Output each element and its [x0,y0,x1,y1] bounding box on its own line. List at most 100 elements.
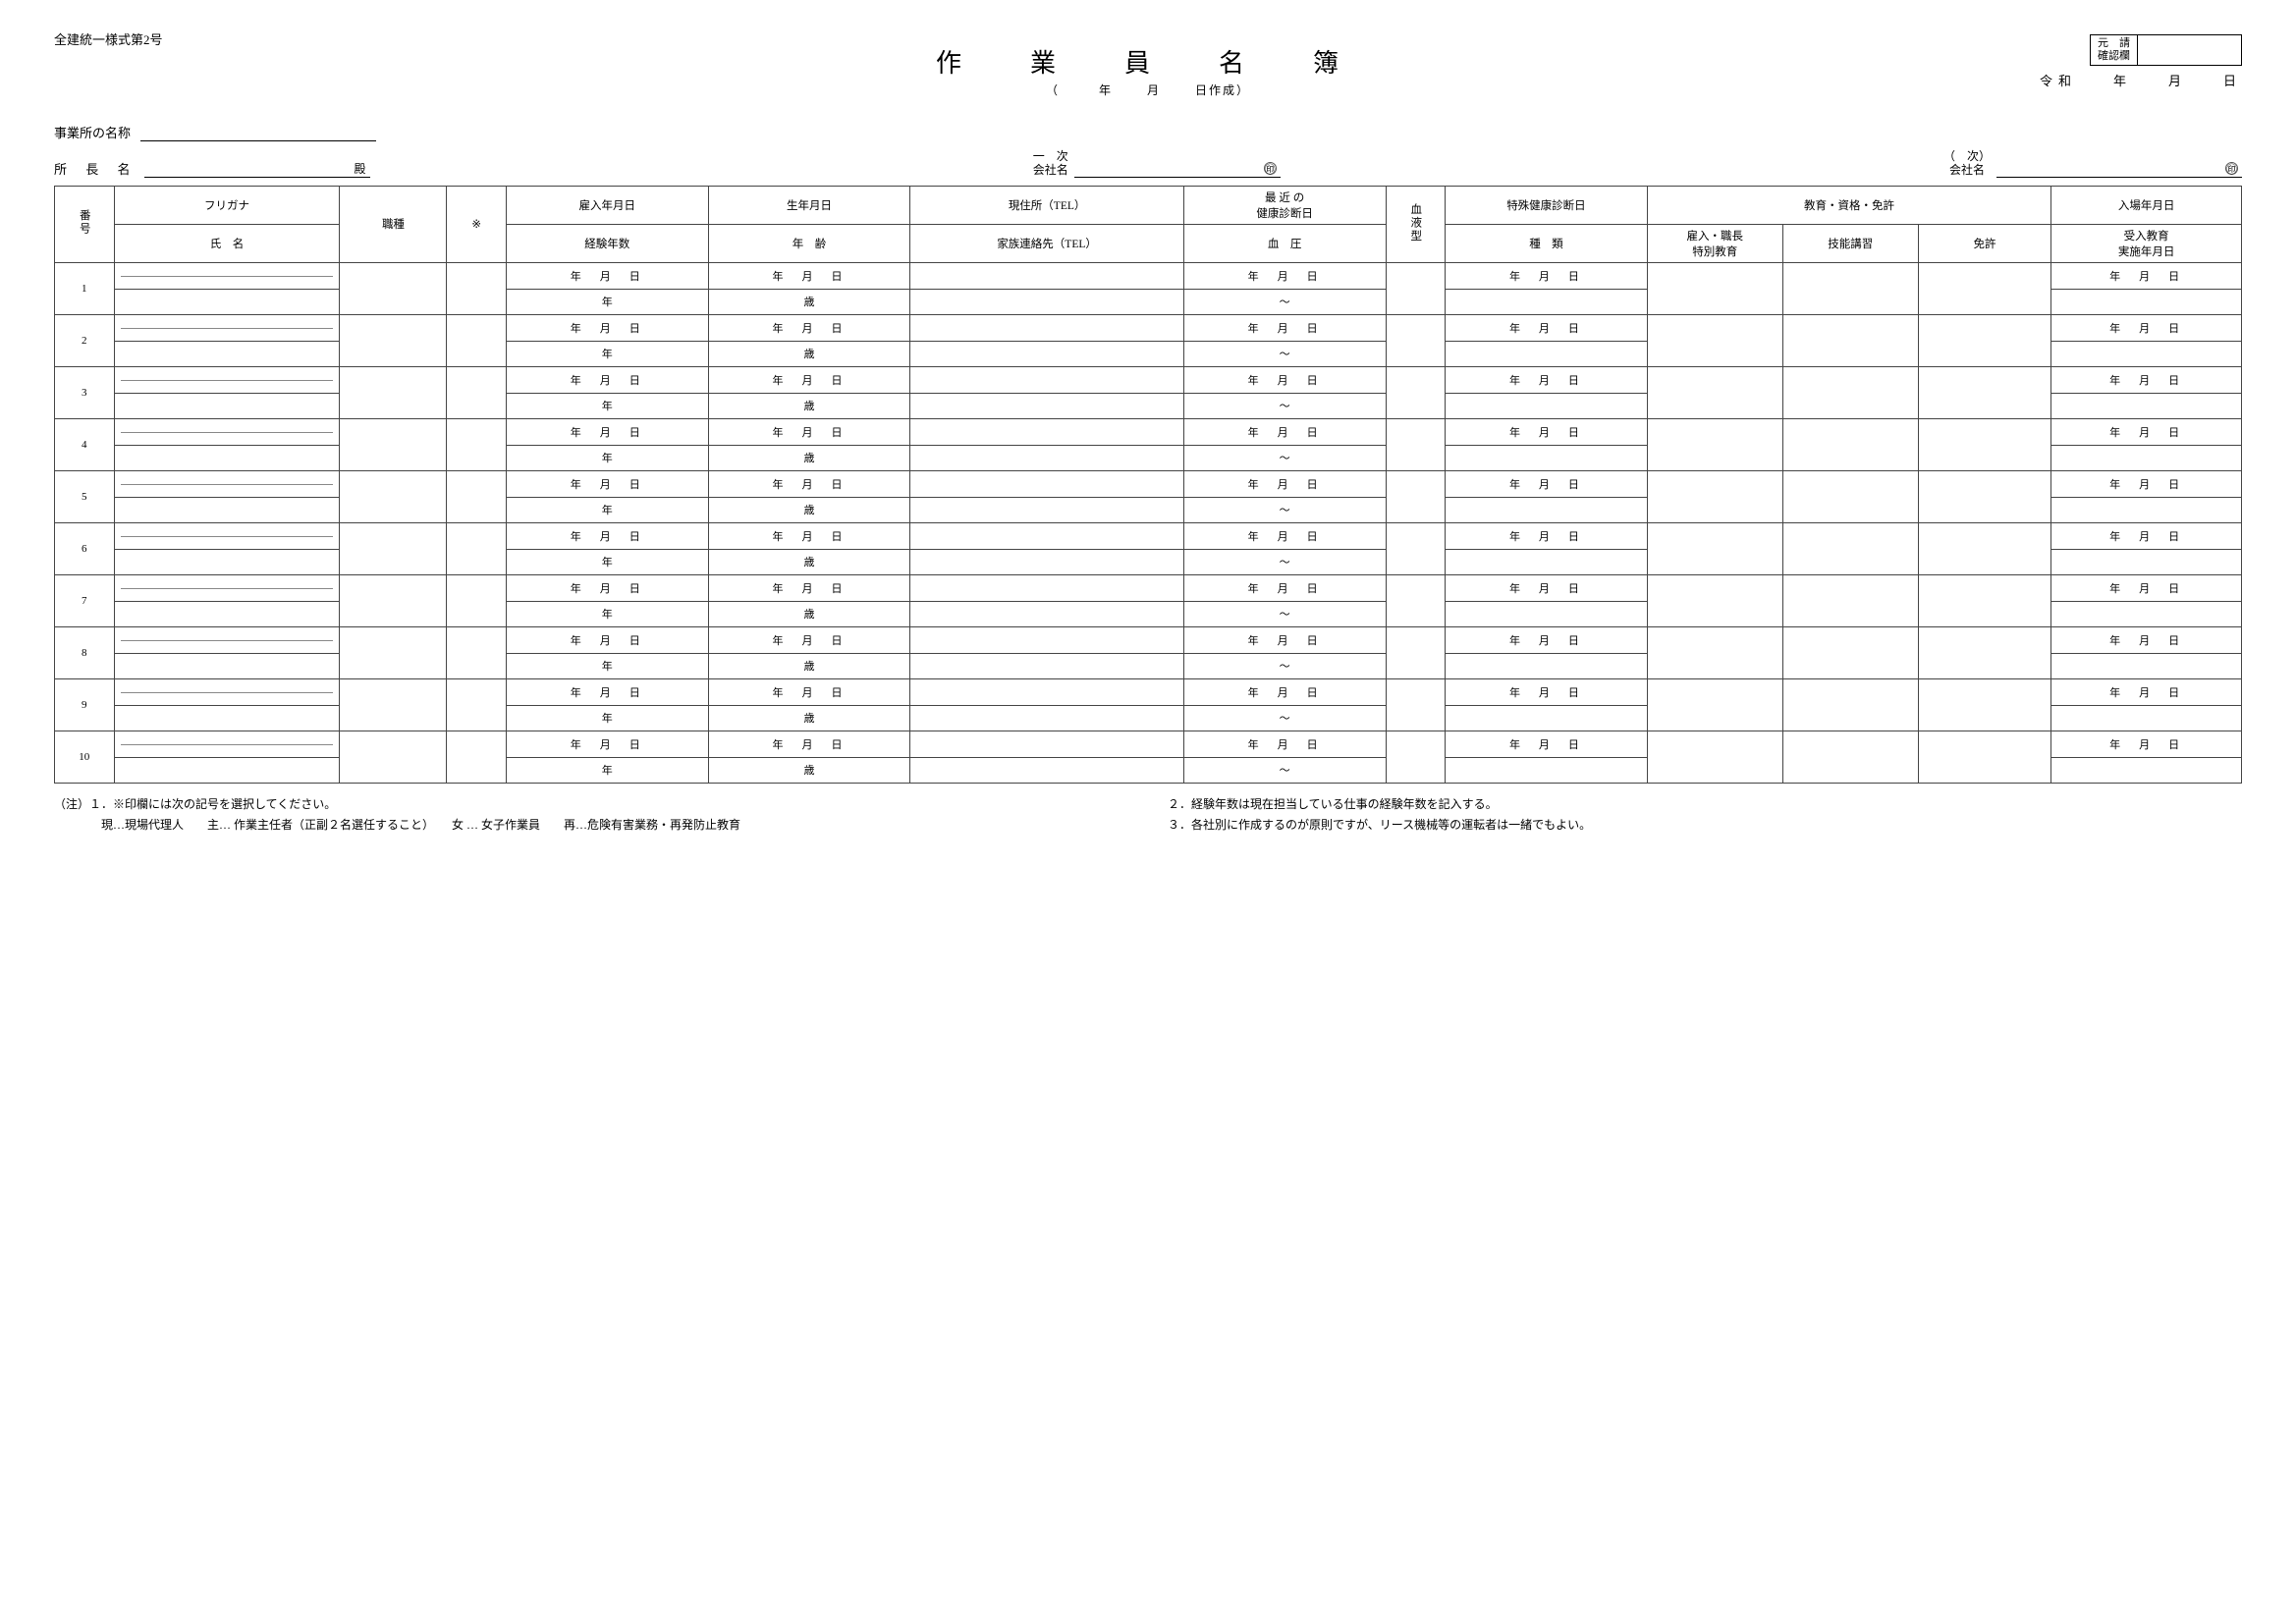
entry-date-cell[interactable]: 年 月 日 [2051,262,2242,289]
bp-cell[interactable]: ～ [1183,497,1386,522]
name-cell[interactable] [114,445,340,470]
addr-cell[interactable] [910,522,1183,549]
edu3-cell[interactable] [1918,418,2051,470]
bp-cell[interactable]: ～ [1183,445,1386,470]
mark-cell[interactable] [447,470,507,522]
job-cell[interactable] [340,418,447,470]
family-cell[interactable] [910,549,1183,574]
exp-cell[interactable]: 年 [506,757,708,783]
age-cell[interactable]: 歳 [708,653,910,678]
edu1-cell[interactable] [1647,366,1782,418]
furigana-cell[interactable] [114,262,340,289]
birth-cell[interactable]: 年 月 日 [708,366,910,393]
exam-date-cell[interactable]: 年 月 日 [1183,731,1386,757]
exp-cell[interactable]: 年 [506,497,708,522]
job-cell[interactable] [340,574,447,626]
office-field[interactable] [140,140,376,141]
blood-type-cell[interactable] [1386,626,1446,678]
accept-edu-cell[interactable] [2051,497,2242,522]
exp-cell[interactable]: 年 [506,653,708,678]
birth-cell[interactable]: 年 月 日 [708,418,910,445]
job-cell[interactable] [340,522,447,574]
stamp-field[interactable] [2138,35,2241,65]
special-type-cell[interactable] [1446,549,1648,574]
blood-type-cell[interactable] [1386,522,1446,574]
family-cell[interactable] [910,601,1183,626]
accept-edu-cell[interactable] [2051,705,2242,731]
exp-cell[interactable]: 年 [506,445,708,470]
addr-cell[interactable] [910,262,1183,289]
bp-cell[interactable]: ～ [1183,393,1386,418]
entry-date-cell[interactable]: 年 月 日 [2051,470,2242,497]
edu1-cell[interactable] [1647,522,1782,574]
family-cell[interactable] [910,497,1183,522]
blood-type-cell[interactable] [1386,678,1446,731]
addr-cell[interactable] [910,678,1183,705]
addr-cell[interactable] [910,470,1183,497]
family-cell[interactable] [910,757,1183,783]
mark-cell[interactable] [447,574,507,626]
edu3-cell[interactable] [1918,678,2051,731]
special-type-cell[interactable] [1446,289,1648,314]
entry-date-cell[interactable]: 年 月 日 [2051,574,2242,601]
special-date-cell[interactable]: 年 月 日 [1446,626,1648,653]
family-cell[interactable] [910,653,1183,678]
furigana-cell[interactable] [114,731,340,757]
bp-cell[interactable]: ～ [1183,653,1386,678]
exp-cell[interactable]: 年 [506,549,708,574]
edu2-cell[interactable] [1782,731,1918,783]
exam-date-cell[interactable]: 年 月 日 [1183,678,1386,705]
birth-cell[interactable]: 年 月 日 [708,731,910,757]
name-cell[interactable] [114,653,340,678]
bp-cell[interactable]: ～ [1183,757,1386,783]
age-cell[interactable]: 歳 [708,497,910,522]
furigana-cell[interactable] [114,418,340,445]
edu2-cell[interactable] [1782,470,1918,522]
edu2-cell[interactable] [1782,626,1918,678]
bp-cell[interactable]: ～ [1183,705,1386,731]
hire-date-cell[interactable]: 年 月 日 [506,262,708,289]
job-cell[interactable] [340,626,447,678]
edu1-cell[interactable] [1647,470,1782,522]
special-date-cell[interactable]: 年 月 日 [1446,366,1648,393]
edu3-cell[interactable] [1918,574,2051,626]
edu3-cell[interactable] [1918,470,2051,522]
age-cell[interactable]: 歳 [708,393,910,418]
edu3-cell[interactable] [1918,314,2051,366]
entry-date-cell[interactable]: 年 月 日 [2051,731,2242,757]
special-type-cell[interactable] [1446,653,1648,678]
edu1-cell[interactable] [1647,574,1782,626]
edu2-cell[interactable] [1782,366,1918,418]
addr-cell[interactable] [910,731,1183,757]
name-cell[interactable] [114,289,340,314]
special-type-cell[interactable] [1446,393,1648,418]
name-cell[interactable] [114,601,340,626]
birth-cell[interactable]: 年 月 日 [708,314,910,341]
blood-type-cell[interactable] [1386,262,1446,314]
birth-cell[interactable]: 年 月 日 [708,470,910,497]
name-cell[interactable] [114,497,340,522]
entry-date-cell[interactable]: 年 月 日 [2051,366,2242,393]
entry-date-cell[interactable]: 年 月 日 [2051,522,2242,549]
bp-cell[interactable]: ～ [1183,341,1386,366]
edu2-cell[interactable] [1782,314,1918,366]
age-cell[interactable]: 歳 [708,549,910,574]
special-type-cell[interactable] [1446,445,1648,470]
hire-date-cell[interactable]: 年 月 日 [506,418,708,445]
family-cell[interactable] [910,445,1183,470]
accept-edu-cell[interactable] [2051,601,2242,626]
birth-cell[interactable]: 年 月 日 [708,626,910,653]
furigana-cell[interactable] [114,366,340,393]
blood-type-cell[interactable] [1386,366,1446,418]
furigana-cell[interactable] [114,314,340,341]
name-cell[interactable] [114,341,340,366]
mark-cell[interactable] [447,731,507,783]
edu1-cell[interactable] [1647,678,1782,731]
special-date-cell[interactable]: 年 月 日 [1446,678,1648,705]
hire-date-cell[interactable]: 年 月 日 [506,314,708,341]
edu3-cell[interactable] [1918,731,2051,783]
hire-date-cell[interactable]: 年 月 日 [506,574,708,601]
furigana-cell[interactable] [114,522,340,549]
edu3-cell[interactable] [1918,262,2051,314]
special-date-cell[interactable]: 年 月 日 [1446,470,1648,497]
